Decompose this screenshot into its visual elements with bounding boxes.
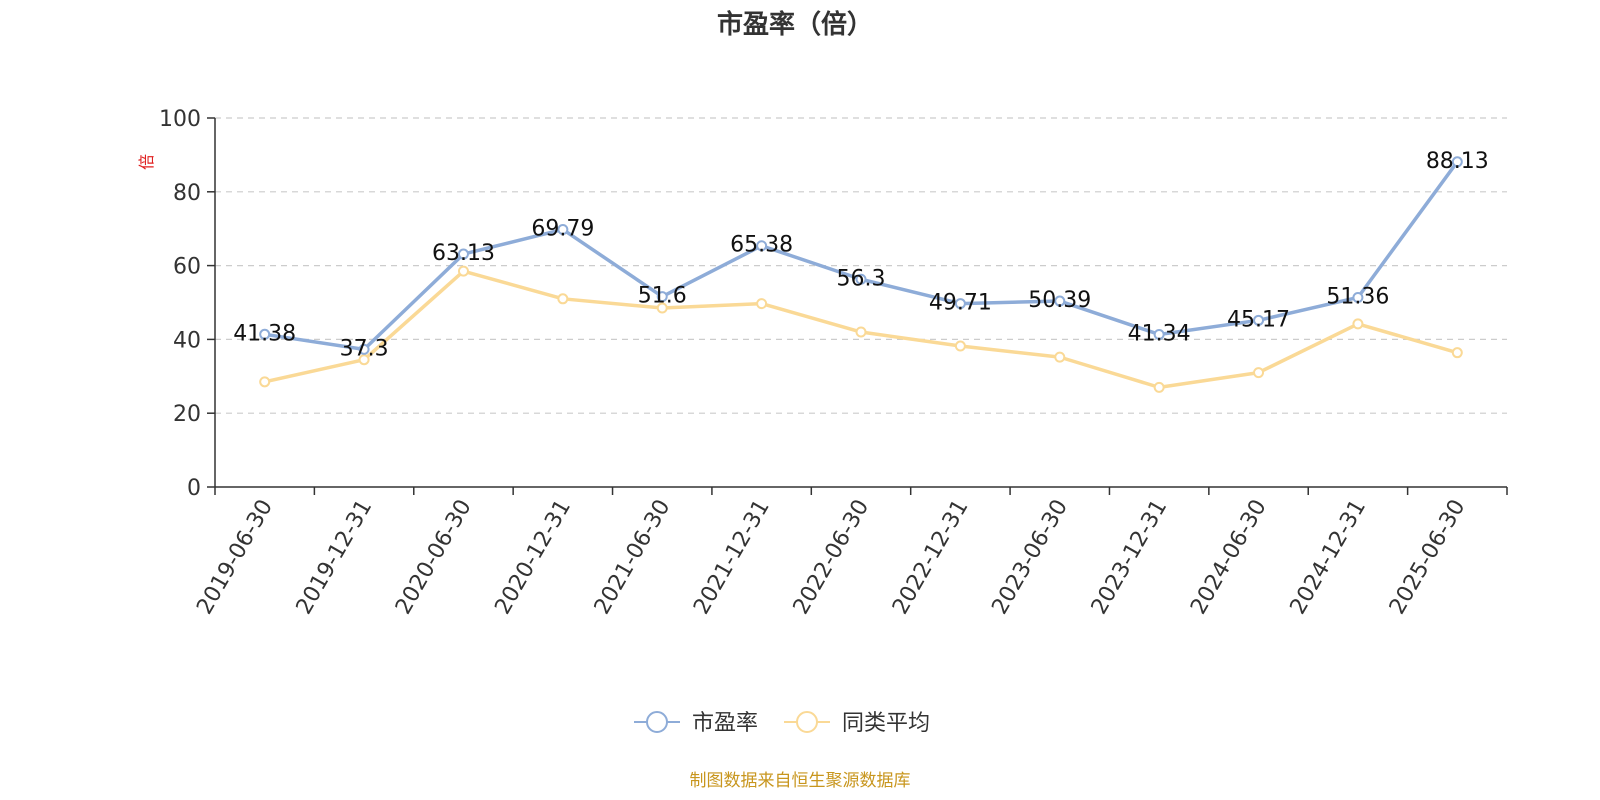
legend-swatch-circle xyxy=(646,711,668,733)
data-label: 65.38 xyxy=(730,233,793,258)
x-tick-label: 2022-12-31 xyxy=(888,496,974,619)
y-tick-label: 40 xyxy=(173,328,201,353)
x-tick-label: 2019-06-30 xyxy=(192,496,278,619)
series-0-point xyxy=(259,328,271,340)
y-tick-label: 100 xyxy=(159,107,201,132)
series-0-point xyxy=(954,298,966,310)
series-1-point xyxy=(358,354,370,366)
data-label: 41.34 xyxy=(1128,321,1191,346)
series-0-point xyxy=(1054,295,1066,307)
legend-swatch-circle xyxy=(796,711,818,733)
legend-item-0[interactable]: 市盈率 xyxy=(634,711,758,736)
series-1-point xyxy=(1451,347,1463,359)
x-tick-label: 2021-06-30 xyxy=(590,496,676,619)
series-0-point xyxy=(656,291,668,303)
data-source-note: 制图数据来自恒生聚源数据库 xyxy=(690,771,911,791)
series-1-point xyxy=(656,302,668,314)
x-tick-label: 2022-06-30 xyxy=(789,496,875,619)
x-tick-label: 2019-12-31 xyxy=(292,496,378,619)
x-tick-label: 2024-06-30 xyxy=(1186,496,1272,619)
series-1-point xyxy=(557,293,569,305)
data-label: 45.17 xyxy=(1227,307,1290,332)
y-tick-label: 80 xyxy=(173,181,201,206)
series-1-point xyxy=(1153,381,1165,393)
series-lines xyxy=(259,156,1463,393)
x-tick-label: 2023-06-30 xyxy=(987,496,1073,619)
data-label: 56.3 xyxy=(837,266,886,291)
series-0-point xyxy=(1451,156,1463,168)
legend-label: 同类平均 xyxy=(842,711,930,736)
series-1-point xyxy=(259,376,271,388)
y-tick-label: 20 xyxy=(173,402,201,427)
x-tick-label: 2020-06-30 xyxy=(391,496,477,619)
data-label: 50.39 xyxy=(1028,288,1091,313)
data-label: 63.13 xyxy=(432,241,495,266)
series-0-point xyxy=(1253,314,1265,326)
series-0-point xyxy=(457,248,469,260)
legend-label: 市盈率 xyxy=(692,711,758,736)
legend-item-1[interactable]: 同类平均 xyxy=(784,711,930,736)
series-0-point xyxy=(358,343,370,355)
series-1-point xyxy=(1253,367,1265,379)
series-0-point xyxy=(756,240,768,252)
series-0-point xyxy=(1153,328,1165,340)
series-1-point xyxy=(855,326,867,338)
series-0-point xyxy=(1352,291,1364,303)
series-1-point xyxy=(756,298,768,310)
data-label: 88.13 xyxy=(1426,149,1489,174)
legend: 市盈率 同类平均 xyxy=(634,711,930,736)
x-tick-label: 2021-12-31 xyxy=(689,496,775,619)
series-1-point xyxy=(1352,318,1364,330)
x-tick-label: 2025-06-30 xyxy=(1385,496,1471,619)
data-label: 51.6 xyxy=(638,284,687,309)
x-tick-label: 2024-12-31 xyxy=(1286,496,1372,619)
data-label: 37.3 xyxy=(340,336,389,361)
data-label: 51.36 xyxy=(1326,284,1389,309)
y-tick-label: 0 xyxy=(187,476,201,501)
series-0-point xyxy=(557,223,569,235)
x-tick-label: 2020-12-31 xyxy=(490,496,576,619)
series-1-point xyxy=(1054,351,1066,363)
data-label: 41.38 xyxy=(233,321,296,346)
series-1-point xyxy=(954,340,966,352)
x-tick-label: 2023-12-31 xyxy=(1087,496,1173,619)
data-label: 69.79 xyxy=(531,216,594,241)
series-1-point xyxy=(457,265,469,277)
data-label: 49.71 xyxy=(929,291,992,316)
series-0-point xyxy=(855,273,867,285)
data-labels: 41.38 37.3 63.13 69.79 51.6 65.38 56.3 49.71 50.… xyxy=(233,149,1489,362)
chart-title: 市盈率（倍） xyxy=(717,9,873,40)
y-tick-label: 60 xyxy=(173,255,201,280)
y-axis-unit-label: 倍 xyxy=(137,154,156,170)
